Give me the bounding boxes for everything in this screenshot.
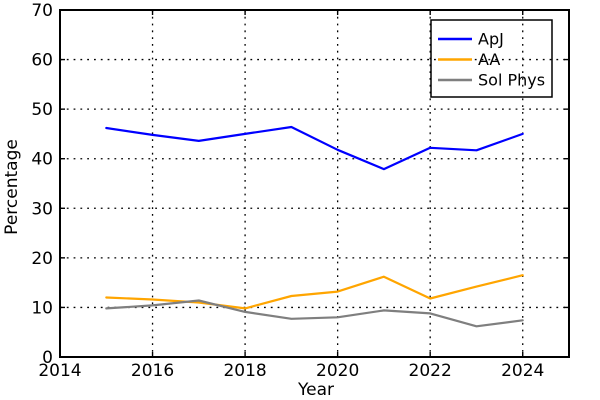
series-line-aa	[105, 274, 524, 310]
series-layer	[105, 125, 524, 328]
y-tick-label: 40	[31, 150, 53, 170]
y-tick-label: 70	[31, 1, 53, 21]
x-tick-label: 2014	[38, 361, 81, 381]
legend-label: AA	[478, 50, 500, 69]
series-line-apj	[105, 125, 524, 171]
x-tick-label: 2022	[409, 361, 452, 381]
x-axis-title: Year	[297, 380, 334, 400]
tick-layer	[60, 10, 569, 357]
y-tick-label: 20	[31, 249, 53, 269]
legend-label: Sol Phys	[478, 71, 545, 90]
y-tick-label: 0	[42, 348, 53, 368]
x-tick-label: 2020	[316, 361, 359, 381]
y-tick-label: 50	[31, 100, 53, 120]
tick-label-layer: 0 10 20 30 40 50 60 70 2014 2016 2018 2020 2022 2024	[31, 1, 544, 381]
x-tick-label: 2024	[501, 361, 544, 381]
plot-border	[59, 9, 570, 358]
legend-box	[430, 19, 553, 98]
y-axis-title: Percentage	[2, 139, 22, 235]
legend-label: ApJ	[478, 30, 504, 49]
x-tick-label: 2018	[223, 361, 266, 381]
series-line-sol-phys	[105, 299, 524, 328]
x-tick-label: 2016	[131, 361, 174, 381]
y-tick-label: 60	[31, 51, 53, 71]
y-tick-label: 10	[31, 298, 53, 318]
y-tick-label: 30	[31, 199, 53, 219]
